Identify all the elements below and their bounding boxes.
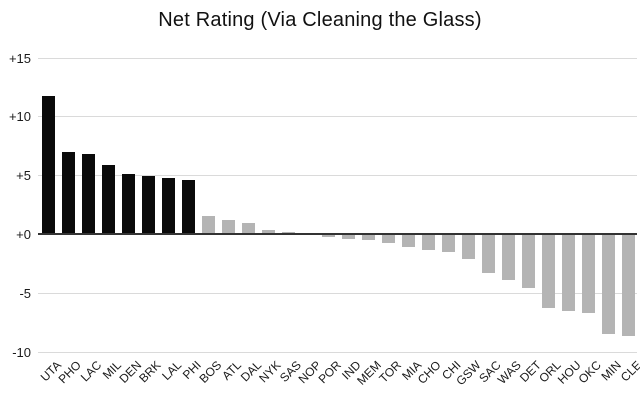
bar-SAS xyxy=(281,232,295,235)
bar-BOS xyxy=(201,215,215,235)
bar-NYK xyxy=(261,229,275,235)
bar-HOU xyxy=(561,234,575,311)
bar-PHO xyxy=(61,152,75,235)
bar-ORL xyxy=(541,234,555,309)
bar-MIL xyxy=(101,165,115,235)
bar-WAS xyxy=(501,234,515,281)
bar-OKC xyxy=(581,234,595,314)
bar-MIN xyxy=(601,234,615,335)
bar-DET xyxy=(521,234,535,289)
bar-DEN xyxy=(121,174,135,235)
bar-CHI xyxy=(441,234,455,253)
chart-title: Net Rating (Via Cleaning the Glass) xyxy=(158,9,482,31)
gridline xyxy=(38,175,637,177)
bar-PHI xyxy=(181,180,195,235)
bar-MIA xyxy=(401,234,415,248)
y-tick-label: +10 xyxy=(8,109,31,125)
plot-area xyxy=(38,57,637,353)
bar-DAL xyxy=(241,222,255,235)
bar-IND xyxy=(341,234,355,240)
gridline xyxy=(38,292,637,294)
bar-MEM xyxy=(361,234,375,241)
y-tick-label: -10 xyxy=(12,344,31,360)
y-tick-label: +0 xyxy=(16,226,31,242)
gridline xyxy=(38,351,637,353)
bar-GSW xyxy=(461,234,475,260)
bar-SAC xyxy=(481,234,495,274)
gridline xyxy=(38,57,637,59)
bar-CLE xyxy=(621,234,635,336)
bar-LAL xyxy=(161,177,175,235)
bar-BRK xyxy=(141,175,155,235)
bar-POR xyxy=(321,234,335,237)
x-tick-label: CLE xyxy=(617,358,640,385)
gridline xyxy=(38,116,637,118)
y-tick-label: +5 xyxy=(16,168,31,184)
bar-CHO xyxy=(421,234,435,250)
y-tick-label: +15 xyxy=(8,50,31,66)
zero-baseline xyxy=(38,233,637,236)
bar-ATL xyxy=(221,220,235,235)
bar-UTA xyxy=(41,95,55,235)
y-tick-label: -5 xyxy=(19,285,31,301)
bar-TOR xyxy=(381,234,395,243)
bar-LAC xyxy=(81,154,95,235)
